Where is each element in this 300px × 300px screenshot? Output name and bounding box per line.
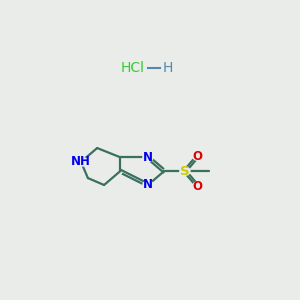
Text: N: N bbox=[143, 151, 153, 164]
Ellipse shape bbox=[193, 182, 203, 190]
Text: HCl: HCl bbox=[121, 61, 145, 75]
Ellipse shape bbox=[72, 158, 90, 166]
Text: H: H bbox=[163, 61, 173, 75]
Text: N: N bbox=[143, 178, 153, 191]
Text: O: O bbox=[193, 150, 202, 163]
Text: S: S bbox=[180, 165, 190, 178]
Ellipse shape bbox=[143, 153, 153, 161]
Text: NH: NH bbox=[71, 155, 91, 168]
Ellipse shape bbox=[143, 181, 153, 189]
Ellipse shape bbox=[193, 152, 203, 160]
Ellipse shape bbox=[180, 167, 190, 175]
Text: O: O bbox=[193, 180, 202, 193]
